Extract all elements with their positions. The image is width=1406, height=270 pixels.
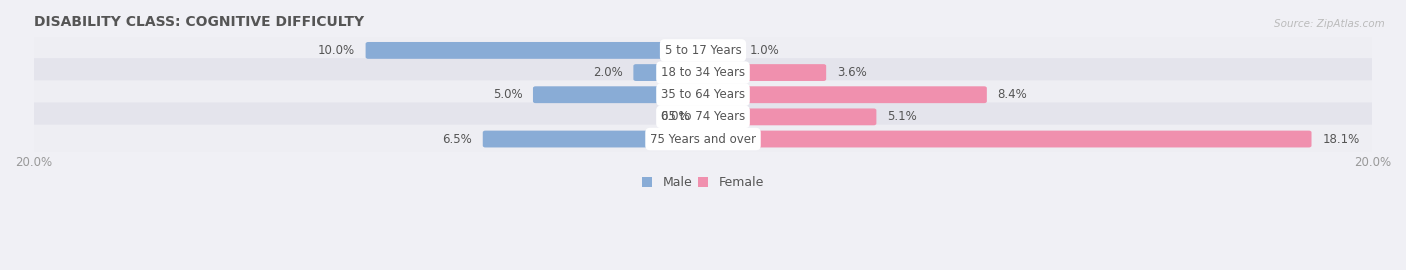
Text: 5 to 17 Years: 5 to 17 Years: [665, 44, 741, 57]
FancyBboxPatch shape: [700, 109, 876, 125]
FancyBboxPatch shape: [633, 64, 706, 81]
Text: 0.0%: 0.0%: [659, 110, 689, 123]
FancyBboxPatch shape: [700, 42, 740, 59]
Text: 35 to 64 Years: 35 to 64 Years: [661, 88, 745, 101]
Legend: Male, Female: Male, Female: [637, 171, 769, 194]
FancyBboxPatch shape: [366, 42, 706, 59]
Text: 1.0%: 1.0%: [749, 44, 779, 57]
FancyBboxPatch shape: [700, 64, 827, 81]
FancyBboxPatch shape: [28, 103, 1378, 131]
Text: 5.0%: 5.0%: [492, 88, 522, 101]
FancyBboxPatch shape: [482, 131, 706, 147]
Text: 10.0%: 10.0%: [318, 44, 354, 57]
Text: 6.5%: 6.5%: [443, 133, 472, 146]
Text: 65 to 74 Years: 65 to 74 Years: [661, 110, 745, 123]
FancyBboxPatch shape: [28, 58, 1378, 87]
FancyBboxPatch shape: [533, 86, 706, 103]
Text: 18.1%: 18.1%: [1322, 133, 1360, 146]
Text: 2.0%: 2.0%: [593, 66, 623, 79]
Text: 3.6%: 3.6%: [837, 66, 866, 79]
FancyBboxPatch shape: [700, 131, 1312, 147]
FancyBboxPatch shape: [28, 80, 1378, 109]
Text: 75 Years and over: 75 Years and over: [650, 133, 756, 146]
Text: 8.4%: 8.4%: [997, 88, 1028, 101]
Text: 5.1%: 5.1%: [887, 110, 917, 123]
Text: DISABILITY CLASS: COGNITIVE DIFFICULTY: DISABILITY CLASS: COGNITIVE DIFFICULTY: [34, 15, 364, 29]
Text: 18 to 34 Years: 18 to 34 Years: [661, 66, 745, 79]
Text: Source: ZipAtlas.com: Source: ZipAtlas.com: [1274, 19, 1385, 29]
FancyBboxPatch shape: [28, 125, 1378, 153]
FancyBboxPatch shape: [28, 36, 1378, 65]
FancyBboxPatch shape: [700, 86, 987, 103]
